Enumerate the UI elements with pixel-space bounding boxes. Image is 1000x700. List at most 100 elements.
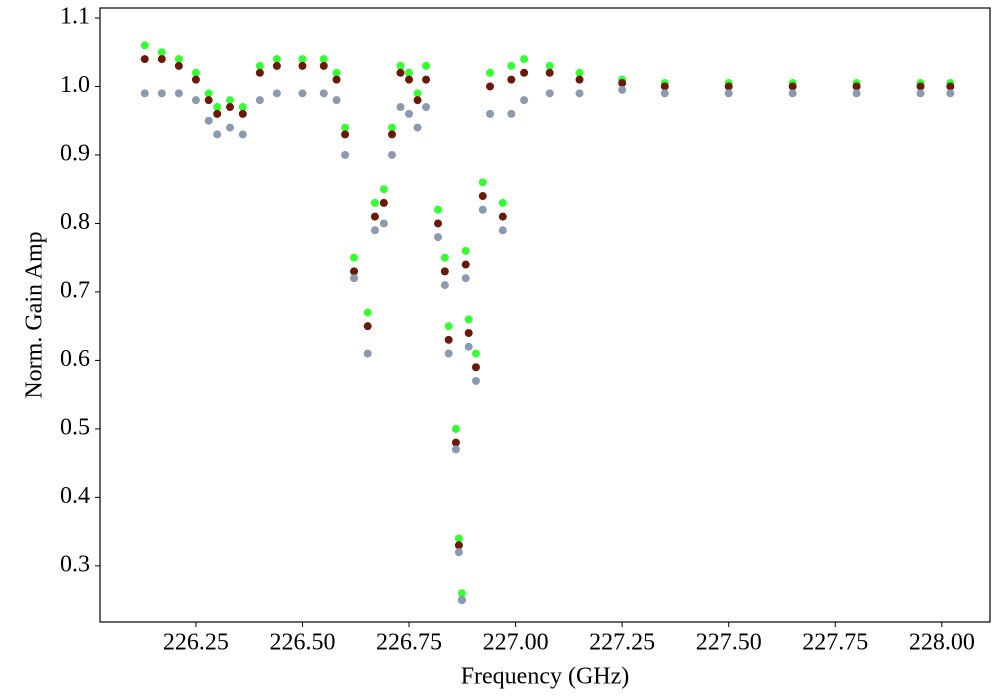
data-point	[413, 96, 422, 105]
data-point	[140, 55, 149, 64]
data-point	[440, 281, 449, 290]
data-point	[461, 246, 470, 255]
data-point	[319, 89, 328, 98]
data-point	[379, 198, 388, 207]
data-point	[464, 329, 473, 338]
data-point	[191, 75, 200, 84]
data-point	[396, 61, 405, 70]
data-point	[341, 130, 350, 139]
data-point	[341, 150, 350, 159]
x-tick-label: 227.25	[589, 630, 655, 656]
y-tick-label: 0.3	[60, 551, 90, 577]
y-axis-label: Norm. Gain Amp	[22, 231, 48, 398]
data-point	[451, 445, 460, 454]
data-point	[350, 267, 359, 276]
data-point	[498, 198, 507, 207]
data-point	[618, 85, 627, 94]
data-point	[157, 48, 166, 57]
data-point	[363, 322, 372, 331]
data-point	[545, 68, 554, 77]
y-tick-label: 0.8	[60, 209, 90, 235]
x-tick-label: 227.50	[696, 630, 762, 656]
data-point	[226, 96, 235, 105]
data-point	[238, 130, 247, 139]
data-point	[298, 61, 307, 70]
data-point	[405, 75, 414, 84]
data-point	[520, 55, 529, 64]
data-point	[226, 103, 235, 112]
data-point	[788, 82, 797, 91]
data-point	[916, 89, 925, 98]
data-point	[422, 75, 431, 84]
data-point	[457, 596, 466, 605]
data-point	[387, 130, 396, 139]
data-point	[191, 68, 200, 77]
data-point	[422, 61, 431, 70]
data-point	[660, 89, 669, 98]
data-point	[486, 109, 495, 118]
data-point	[226, 123, 235, 132]
data-point	[545, 61, 554, 70]
data-point	[332, 96, 341, 105]
data-point	[852, 82, 861, 91]
data-point	[370, 226, 379, 235]
data-point	[298, 89, 307, 98]
data-point	[507, 75, 516, 84]
data-point	[451, 424, 460, 433]
x-axis-label: Frequency (GHz)	[461, 664, 630, 690]
data-point	[575, 89, 584, 98]
data-point	[451, 438, 460, 447]
data-point	[396, 103, 405, 112]
data-point	[387, 150, 396, 159]
data-point	[379, 219, 388, 228]
data-point	[341, 123, 350, 132]
data-point	[507, 61, 516, 70]
data-point	[440, 267, 449, 276]
data-point	[454, 534, 463, 543]
x-tick-label: 227.00	[483, 630, 549, 656]
data-point	[332, 68, 341, 77]
data-point	[272, 61, 281, 70]
data-point	[387, 123, 396, 132]
data-point	[174, 89, 183, 98]
data-point	[618, 79, 627, 88]
data-point	[396, 68, 405, 77]
data-point	[852, 89, 861, 98]
data-point	[191, 96, 200, 105]
data-point	[498, 226, 507, 235]
data-point	[238, 103, 247, 112]
data-point	[213, 109, 222, 118]
data-point	[157, 89, 166, 98]
data-point	[255, 96, 264, 105]
data-point	[204, 89, 213, 98]
data-point	[434, 205, 443, 214]
data-point	[140, 89, 149, 98]
data-point	[213, 130, 222, 139]
data-point	[454, 541, 463, 550]
data-point	[520, 96, 529, 105]
data-point	[461, 274, 470, 283]
data-point	[478, 192, 487, 201]
data-point	[444, 322, 453, 331]
data-point	[405, 109, 414, 118]
data-point	[363, 308, 372, 317]
data-point	[454, 548, 463, 557]
data-point	[471, 376, 480, 385]
data-point	[213, 103, 222, 112]
data-point	[434, 233, 443, 242]
data-point	[575, 75, 584, 84]
data-point	[507, 109, 516, 118]
data-point	[363, 349, 372, 358]
data-point	[946, 89, 955, 98]
data-point	[204, 96, 213, 105]
data-point	[486, 68, 495, 77]
data-point	[478, 205, 487, 214]
plot-frame	[99, 7, 991, 623]
data-point	[471, 349, 480, 358]
data-point	[405, 68, 414, 77]
data-point	[174, 61, 183, 70]
data-point	[457, 589, 466, 598]
data-point	[575, 68, 584, 77]
data-point	[946, 82, 955, 91]
